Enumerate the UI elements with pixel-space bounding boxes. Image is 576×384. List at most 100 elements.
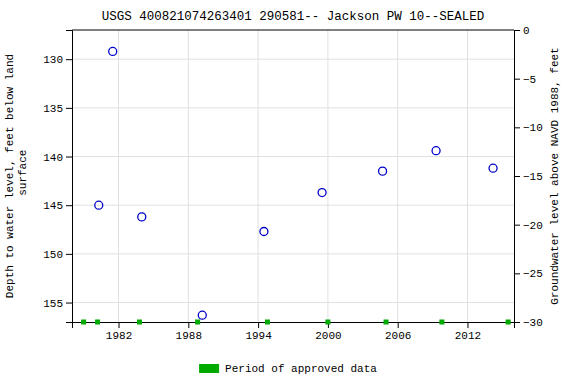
tick: 130 — [43, 54, 72, 66]
grid-line-x — [467, 30, 468, 322]
tick-label: −15 — [523, 171, 543, 183]
tick-label: 0 — [523, 25, 530, 37]
tick-mark — [66, 157, 72, 158]
label-line: surface — [17, 150, 29, 203]
tick: 0 — [514, 25, 530, 37]
grid-line-x — [188, 30, 189, 322]
tick-mark — [514, 127, 520, 128]
grid-line-x — [118, 30, 119, 322]
tick: −20 — [514, 220, 543, 232]
tick-mark — [66, 108, 72, 109]
y2-axis: 0 −5 −10 −15 −20 −25 −30 — [514, 25, 543, 329]
tick-label: 1988 — [176, 330, 202, 342]
title: USGS 400821074263401 290581-- Jackson PW… — [102, 10, 485, 24]
tick-mark — [514, 30, 520, 31]
point — [109, 47, 117, 55]
tick-mark — [514, 79, 520, 80]
point — [379, 167, 387, 175]
legend-label: Period of approved data — [225, 363, 377, 375]
tick: 1988 — [176, 322, 202, 342]
tick-label: −30 — [523, 317, 543, 329]
tick-mark — [119, 322, 120, 328]
tick-mark — [514, 273, 520, 274]
tick-mark — [514, 176, 520, 177]
square-marker — [325, 320, 330, 325]
tick-label: 140 — [43, 152, 63, 164]
tick: 140 — [43, 152, 72, 164]
tick-mark — [398, 322, 399, 328]
grid-line-y — [72, 107, 514, 108]
tick-label: 1982 — [106, 330, 132, 342]
tick-label: 155 — [43, 298, 63, 310]
tick: 145 — [43, 200, 72, 212]
grid-line-x — [327, 30, 328, 322]
point — [318, 189, 326, 197]
tick: 1982 — [106, 322, 132, 342]
tick: 135 — [43, 103, 72, 115]
grid-line-y — [72, 205, 514, 206]
y-axis-label: Depth to water level, feet below land su… — [4, 54, 29, 298]
tick: 1994 — [245, 322, 272, 342]
point — [138, 213, 146, 221]
tick-label: −10 — [523, 122, 543, 134]
tick-label: 2012 — [455, 330, 481, 342]
tick-mark — [66, 59, 72, 60]
square-marker — [384, 320, 389, 325]
grid-line-x — [258, 30, 259, 322]
tick-label: 2000 — [315, 330, 341, 342]
tick: −25 — [514, 268, 543, 280]
tick-mark — [66, 254, 72, 255]
plot-frame-top — [72, 30, 514, 31]
grid-line-y — [72, 253, 514, 254]
point — [198, 311, 206, 319]
tick-label: 1994 — [245, 330, 272, 342]
edge-markers — [81, 320, 511, 325]
axis-line — [66, 31, 73, 323]
tick-mark — [66, 205, 72, 206]
tick-label: 130 — [43, 54, 63, 66]
plot-area — [95, 47, 497, 319]
tick: 2012 — [455, 322, 481, 342]
tick: −5 — [514, 74, 536, 86]
square-marker — [81, 320, 86, 325]
chart: 1982198819942000200620121301351401451501… — [0, 0, 576, 384]
tick-mark — [514, 225, 520, 226]
square-marker — [195, 320, 200, 325]
point — [95, 201, 103, 209]
grid-line-x — [397, 30, 398, 322]
y2-axis-label: Groundwater level above NAVD 1988, feet — [549, 47, 561, 304]
tick-label: −5 — [523, 74, 536, 86]
grid-line-y — [72, 59, 514, 60]
tick-mark — [66, 303, 72, 304]
tick: 2000 — [315, 322, 341, 342]
grid-line-y — [72, 156, 514, 157]
tick-label: 2006 — [385, 330, 411, 342]
point — [260, 227, 268, 235]
square-marker — [265, 320, 270, 325]
axis-line — [515, 31, 521, 323]
tick-mark — [188, 322, 189, 328]
x-axis: 1982 1988 1994 2000 2006 2012 — [73, 322, 515, 342]
legend-swatch — [199, 364, 219, 373]
point — [489, 164, 497, 172]
tick: 2006 — [385, 322, 411, 342]
tick-label: −25 — [523, 268, 543, 280]
tick: −30 — [514, 317, 543, 329]
tick-label: 145 — [43, 200, 63, 212]
y-axis: 130 135 140 145 150 155 — [43, 31, 72, 323]
grid — [72, 30, 514, 322]
legend: Period of approved data — [199, 363, 377, 375]
tick: −10 — [514, 122, 543, 134]
square-marker — [439, 320, 444, 325]
square-marker — [506, 320, 511, 325]
square-marker — [95, 320, 100, 325]
series — [81, 320, 511, 325]
tick-label: −20 — [523, 220, 543, 232]
tick: 150 — [43, 249, 72, 261]
point — [432, 147, 440, 155]
label-line: Depth to water level, feet below land — [4, 54, 16, 298]
tick: 155 — [43, 298, 72, 310]
tick: −15 — [514, 171, 543, 183]
label-line: Groundwater level above NAVD 1988, feet — [549, 47, 561, 304]
square-marker — [137, 320, 142, 325]
